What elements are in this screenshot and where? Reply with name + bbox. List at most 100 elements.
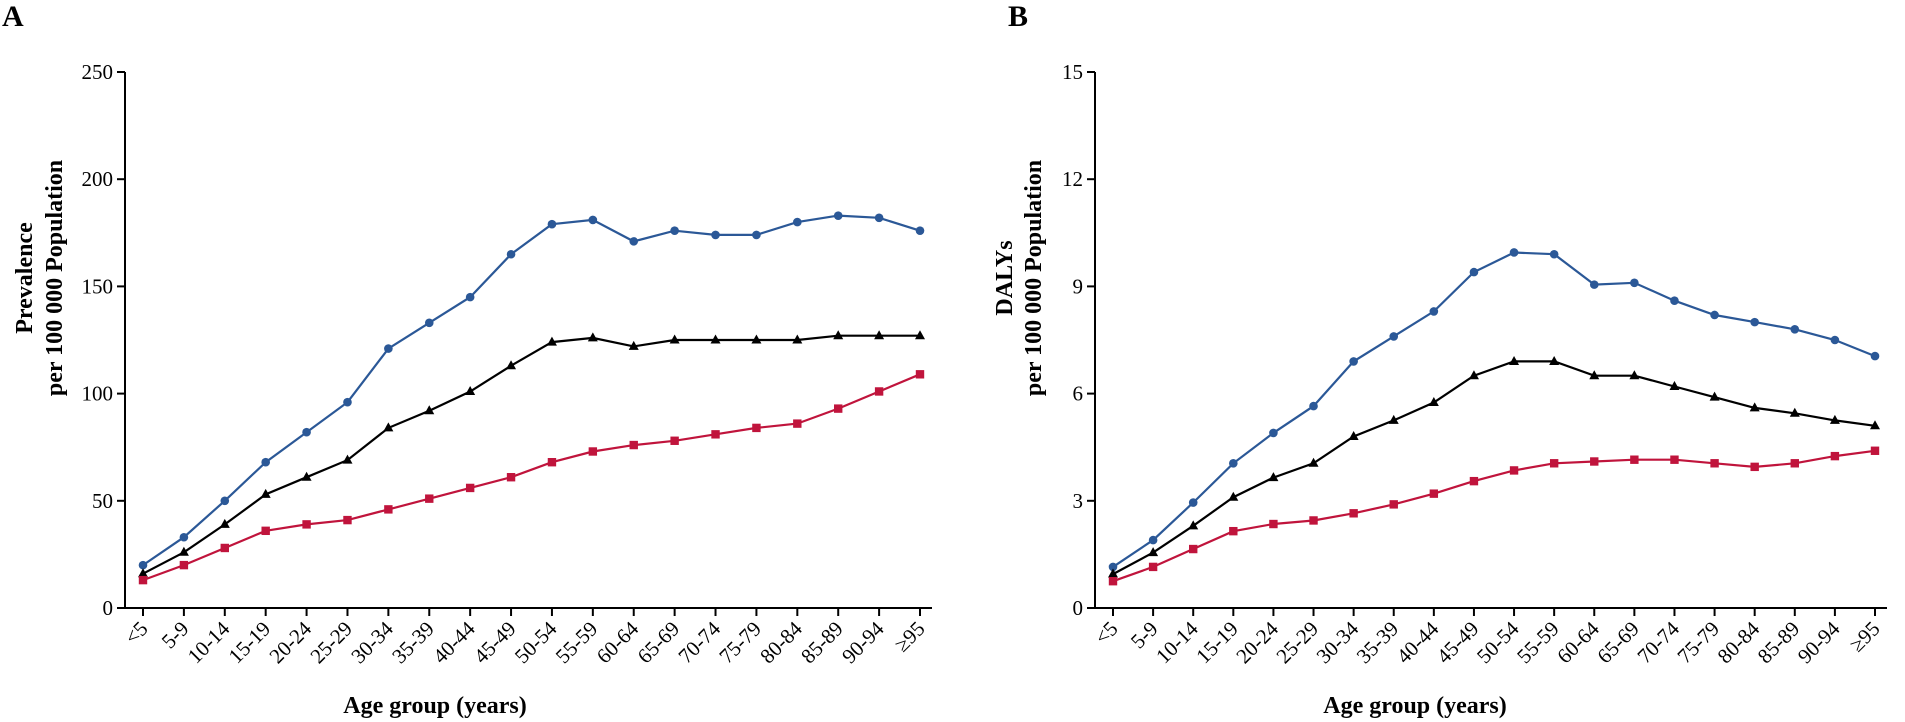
series-line-red	[1112, 449, 1876, 583]
data-point-black	[506, 360, 517, 370]
x-tick-label: 15-19	[224, 617, 276, 669]
x-tick-label: 60-64	[592, 616, 644, 668]
data-point-black	[1709, 391, 1720, 401]
data-point-red	[874, 387, 884, 396]
x-tick-label: 70-74	[673, 616, 725, 668]
y-axis-title-line2: per 100 000 Population	[1021, 160, 1047, 396]
y-tick-label: 9	[1073, 274, 1084, 298]
x-tick-label: 80-84	[755, 616, 807, 668]
data-point-black	[1589, 370, 1600, 380]
data-point-red	[629, 440, 638, 450]
data-point-red	[1108, 577, 1118, 586]
data-point-black	[1468, 370, 1479, 380]
data-point-red	[220, 543, 229, 553]
data-point-blue	[752, 230, 761, 240]
x-tick-label: 35-39	[1352, 617, 1404, 669]
y-tick-label: 3	[1073, 489, 1084, 513]
data-point-red	[261, 526, 270, 536]
data-point-blue	[384, 344, 393, 353]
data-point-black	[587, 332, 598, 342]
panel-letter-a: A	[2, 0, 24, 33]
y-tick-label: 0	[103, 596, 114, 620]
y-tick-label: 150	[82, 274, 114, 298]
y-tick-label: 250	[82, 60, 114, 84]
x-axis-title: Age group (years)	[343, 693, 527, 719]
series-line-black	[142, 334, 920, 575]
data-point-red	[670, 436, 679, 445]
data-point-red	[1229, 526, 1238, 536]
y-axis-title-line1: DALYs	[992, 240, 1018, 315]
data-point-black	[465, 385, 476, 395]
data-point-blue	[1429, 307, 1439, 316]
x-tick-label: 80-84	[1713, 616, 1765, 668]
panel-letter-b: B	[1008, 0, 1028, 33]
data-point-blue	[874, 213, 884, 223]
data-point-blue	[1229, 458, 1238, 468]
data-point-black	[1188, 520, 1199, 530]
data-point-black	[1509, 355, 1520, 365]
x-tick-label: 10-14	[183, 616, 235, 668]
data-point-red	[506, 473, 516, 482]
data-point-blue	[1389, 332, 1399, 341]
data-point-blue	[302, 427, 311, 437]
data-point-red	[302, 520, 311, 529]
data-point-red	[1469, 476, 1479, 486]
data-point-red	[1710, 459, 1719, 468]
x-tick-label: 10-14	[1151, 616, 1203, 668]
x-tick-label: 70-74	[1632, 616, 1684, 668]
data-point-red	[1830, 451, 1840, 461]
y-axis-title-line1: Prevalence	[12, 222, 38, 334]
x-tick-label: 15-19	[1191, 617, 1243, 669]
y-tick-label: 100	[82, 382, 114, 406]
data-point-black	[751, 334, 762, 344]
data-point-red	[1349, 509, 1358, 518]
data-point-blue	[670, 226, 679, 235]
data-point-red	[1509, 466, 1519, 475]
data-point-red	[588, 447, 598, 456]
data-point-blue	[1509, 248, 1519, 257]
data-point-black	[260, 488, 271, 498]
x-tick-label: 40-44	[1392, 616, 1444, 668]
data-point-blue	[793, 217, 802, 227]
data-point-blue	[1750, 317, 1759, 327]
data-point-blue	[1670, 296, 1679, 305]
data-point-red	[1309, 516, 1318, 525]
data-point-black	[628, 340, 639, 350]
x-tick-label: 45-49	[469, 617, 521, 669]
x-tick-label: 55-59	[551, 617, 603, 669]
data-point-black	[1308, 457, 1319, 467]
data-point-blue	[1710, 310, 1719, 320]
panel-b-dalys-chart: B DALYs per 100 000 Population Age group…	[992, 0, 1887, 719]
x-tick-label: 30-34	[346, 616, 398, 668]
x-tick-label: ≥95	[890, 617, 930, 657]
x-tick-label: 65-69	[1592, 617, 1644, 669]
data-point-black	[138, 568, 148, 578]
y-tick-label: 15	[1062, 60, 1083, 84]
data-point-black	[874, 330, 885, 340]
data-point-blue	[1870, 351, 1880, 361]
data-point-red	[1750, 462, 1759, 472]
data-point-black	[1870, 420, 1880, 430]
data-point-blue	[1469, 267, 1479, 277]
data-point-black	[219, 518, 230, 528]
series-line-black	[1112, 360, 1876, 576]
y-tick-label: 0	[1073, 596, 1084, 620]
data-point-black	[915, 330, 925, 340]
data-point-red	[793, 419, 802, 428]
data-point-red	[711, 430, 720, 439]
data-point-blue	[629, 237, 639, 246]
data-point-red	[1429, 489, 1439, 498]
data-point-red	[138, 575, 148, 585]
x-tick-label: 20-24	[1231, 616, 1283, 668]
data-point-red	[1590, 457, 1599, 466]
x-tick-label: 55-59	[1512, 617, 1564, 669]
data-point-red	[752, 423, 761, 433]
panel-a-prevalence-chart: A Prevalence per 100 000 Population Age …	[2, 0, 932, 719]
x-tick-label: 30-34	[1312, 616, 1364, 668]
data-point-black	[178, 546, 189, 556]
data-point-red	[425, 494, 434, 503]
data-point-blue	[1790, 324, 1800, 334]
data-point-blue	[1349, 357, 1358, 366]
data-point-black	[342, 454, 353, 464]
data-point-blue	[343, 397, 352, 407]
